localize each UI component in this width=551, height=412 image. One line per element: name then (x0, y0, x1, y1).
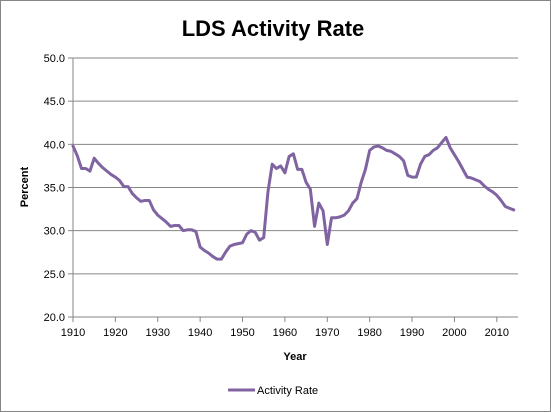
y-tick-label: 40.0 (44, 139, 65, 151)
series-line-activity-rate (71, 135, 516, 261)
axes (68, 57, 518, 322)
legend-label: Activity Rate (257, 385, 318, 397)
x-tick-label: 1980 (357, 327, 381, 339)
x-tick-labels: 1910 1920 1930 1940 1950 1960 1970 1980 1990 2000… (61, 327, 509, 339)
y-tick-label: 20.0 (44, 312, 65, 324)
x-tick-label: 1950 (230, 327, 254, 339)
x-axis-title: Year (283, 351, 307, 363)
chart-title: LDS Activity Rate (182, 16, 365, 41)
y-tick-label: 50.0 (44, 53, 65, 65)
x-tick-label: 1920 (103, 327, 127, 339)
legend: Activity Rate (228, 385, 318, 397)
y-axis-title: Percent (19, 166, 31, 207)
x-tick-label: 2000 (442, 327, 466, 339)
series-group (71, 135, 516, 261)
y-tick-label: 30.0 (44, 226, 65, 238)
y-tick-label: 45.0 (44, 96, 65, 108)
x-tick-label: 1970 (315, 327, 339, 339)
x-tick-label: 1940 (188, 327, 212, 339)
x-tick-label: 1910 (61, 327, 85, 339)
y-tick-labels: 20.0 25.0 30.0 35.0 40.0 45.0 50.0 (44, 53, 65, 324)
x-tick-label: 1960 (273, 327, 297, 339)
y-tick-label: 35.0 (44, 183, 65, 195)
x-tick-label: 2010 (485, 327, 509, 339)
x-tick-label: 1930 (146, 327, 170, 339)
x-tick-label: 1990 (400, 327, 424, 339)
y-tick-label: 25.0 (44, 269, 65, 281)
gridlines (73, 57, 518, 318)
